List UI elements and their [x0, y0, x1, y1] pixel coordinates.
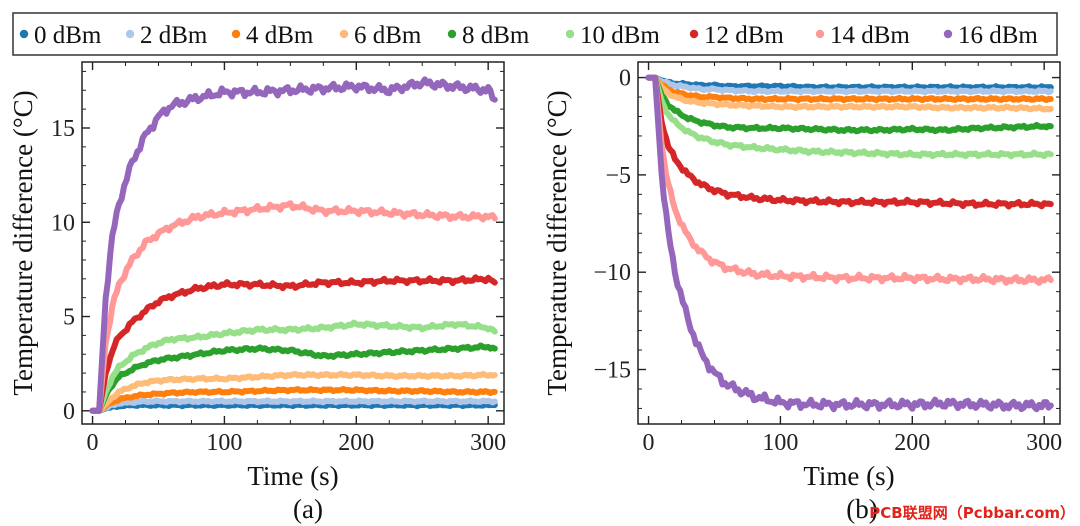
series-line [645, 74, 1054, 135]
panel-a-xlabel: Time (s) [247, 461, 338, 491]
series-line [645, 74, 1054, 104]
series-line [645, 74, 1054, 96]
series-line [89, 370, 498, 414]
legend-label: 2 dBm [140, 22, 208, 49]
panel-a-series [89, 76, 498, 414]
legend-marker [815, 29, 825, 39]
y-tick-label: −5 [605, 163, 631, 189]
legend-marker [943, 29, 953, 39]
x-tick-label: 100 [206, 430, 242, 456]
panel-a-frame [81, 61, 505, 425]
series-line [89, 319, 498, 414]
legend-label: 10 dBm [580, 22, 660, 49]
panel-a-label: (a) [293, 494, 323, 524]
legend-marker [447, 29, 457, 39]
legend-marker [339, 29, 349, 39]
y-tick-label: −10 [593, 260, 631, 286]
x-tick-label: 300 [470, 430, 506, 456]
series-line [645, 74, 1054, 210]
y-tick-label: 15 [51, 116, 75, 142]
y-tick-label: 10 [51, 210, 75, 236]
legend-label: 12 dBm [704, 22, 784, 49]
legend-marker [689, 29, 699, 39]
panel-b-frame [637, 61, 1061, 425]
legend-label: 14 dBm [830, 22, 910, 49]
x-tick-label: 0 [87, 430, 99, 456]
legend-frame [12, 12, 1058, 56]
legend-label: 4 dBm [246, 22, 314, 49]
panel-b-ylabel: Temperature difference (°C) [542, 90, 572, 395]
legend-marker [19, 29, 29, 39]
y-tick-label: 0 [619, 66, 631, 92]
series-line [645, 74, 1054, 113]
panel-b: 0 100 200 300 0 −5 −10 −15 Time (s) Temperature… [542, 61, 1062, 524]
panel-b-label: (b) [846, 494, 877, 524]
series-line [645, 74, 1054, 92]
panel-b-xlabel: Time (s) [803, 461, 894, 491]
y-tick-label: −15 [593, 358, 631, 384]
panel-b-series [645, 74, 1054, 413]
x-tick-label: 200 [338, 430, 374, 456]
x-tick-label: 100 [762, 430, 798, 456]
panel-a-ylabel: Temperature difference (°C) [8, 90, 38, 395]
panel-a-ticks: 0 100 200 300 0 5 10 15 [51, 62, 506, 456]
series-line [645, 74, 1054, 160]
legend-items: 0 dBm 2 dBm 4 dBm 6 dBm 8 dBm 10 dBm 12 dBm 14 … [19, 22, 1038, 49]
series-line [645, 74, 1054, 413]
series-line [89, 76, 498, 414]
watermark: PCB联盟网（Pcbbar.com） [869, 504, 1075, 522]
series-line [89, 200, 498, 414]
series-line [89, 401, 498, 414]
series-line [645, 74, 1054, 286]
legend-marker [231, 29, 241, 39]
legend-label: 8 dBm [462, 22, 530, 49]
y-tick-label: 5 [63, 305, 75, 331]
legend-label: 16 dBm [958, 22, 1038, 49]
series-line [89, 397, 498, 414]
series-line [89, 274, 498, 414]
legend-marker [125, 29, 135, 39]
legend-marker [565, 29, 575, 39]
panel-b-ticks: 0 100 200 300 0 −5 −10 −15 [593, 62, 1062, 456]
series-line [89, 342, 498, 414]
x-tick-label: 300 [1026, 430, 1062, 456]
panel-a: 0 100 200 300 0 5 10 15 Time (s) Temperature di… [8, 61, 506, 524]
y-tick-label: 0 [63, 399, 75, 425]
legend-label: 6 dBm [354, 22, 422, 49]
series-line [89, 386, 498, 414]
x-tick-label: 200 [894, 430, 930, 456]
legend-label: 0 dBm [34, 22, 102, 49]
x-tick-label: 0 [643, 430, 655, 456]
legend: 0 dBm 2 dBm 4 dBm 6 dBm 8 dBm 10 dBm 12 dBm 14 … [12, 12, 1058, 56]
